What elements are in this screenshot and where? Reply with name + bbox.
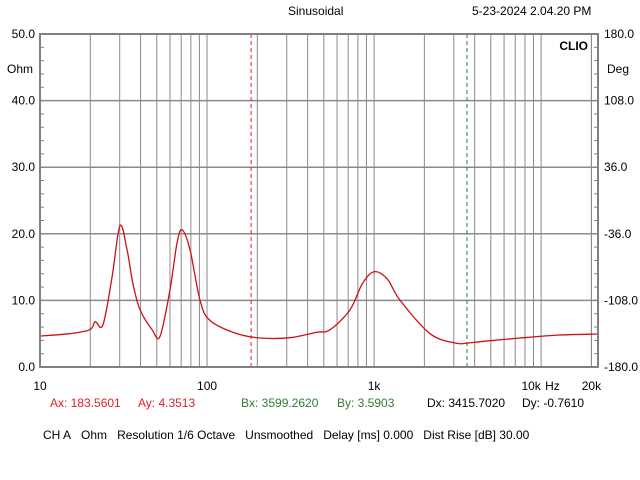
brand-label: CLIO	[559, 39, 588, 53]
y2-tick-label: -36.0	[604, 227, 632, 241]
x-tick-label: 20k	[582, 379, 602, 393]
x-tick-label: 10	[33, 379, 47, 393]
y-tick-label: 50.0	[12, 27, 36, 41]
x-tick-label: 100	[197, 379, 217, 393]
y2-tick-label: 108.0	[604, 94, 634, 108]
mode-label: Sinusoidal	[288, 4, 344, 18]
x-tick-label: 10k	[521, 379, 541, 393]
status-bar: CH A Ohm Resolution 1/6 Octave Unsmoothe…	[43, 428, 529, 442]
delay: Delay [ms] 0.000	[323, 428, 414, 442]
y-tick-label: 0.0	[18, 360, 35, 374]
cursor-lines	[250, 34, 468, 367]
cursor-delta-x: Dx: 3415.7020	[427, 396, 506, 410]
cursor-delta-y: Dy: -0.7610	[522, 396, 585, 410]
impedance-chart: CLIO Ohm Deg 0.0 10.0 20.0 30.0 40.0 50.0 -180…	[7, 27, 639, 393]
axis-ticks	[40, 33, 598, 368]
y2-tick-label: -108.0	[604, 293, 638, 307]
y-tick-label: 40.0	[12, 94, 36, 108]
cursor-a-y: Ay: 4.3513	[138, 396, 196, 410]
y2-tick-label: 36.0	[604, 160, 628, 174]
x-unit-label: Hz	[545, 379, 560, 393]
cursor-b-y: By: 3.5903	[337, 396, 395, 410]
x-tick-label: 1k	[368, 379, 382, 393]
y2-axis-unit: Deg	[607, 62, 629, 76]
resolution: Resolution 1/6 Octave	[117, 428, 236, 442]
y-tick-label: 30.0	[12, 160, 36, 174]
unit: Ohm	[81, 428, 108, 442]
grid	[40, 34, 598, 367]
cursor-a-x: Ax: 183.5601	[50, 396, 121, 410]
timestamp: 5-23-2024 2.04.20 PM	[472, 4, 592, 18]
impedance-curve	[39, 224, 599, 345]
y-tick-label: 20.0	[12, 227, 36, 241]
channel: CH A	[43, 428, 72, 442]
cursor-b-x: Bx: 3599.2620	[241, 396, 319, 410]
plot-frame	[39, 33, 599, 368]
y2-tick-label: -180.0	[604, 360, 638, 374]
y2-tick-label: 180.0	[604, 27, 634, 41]
tick-labels: 0.0 10.0 20.0 30.0 40.0 50.0 -180.0 -108.0 -36.0…	[12, 27, 639, 393]
dist-rise: Dist Rise [dB] 30.00	[423, 428, 530, 442]
smoothing: Unsmoothed	[245, 428, 314, 442]
y-tick-label: 10.0	[12, 293, 36, 307]
y-axis-unit: Ohm	[7, 62, 33, 76]
